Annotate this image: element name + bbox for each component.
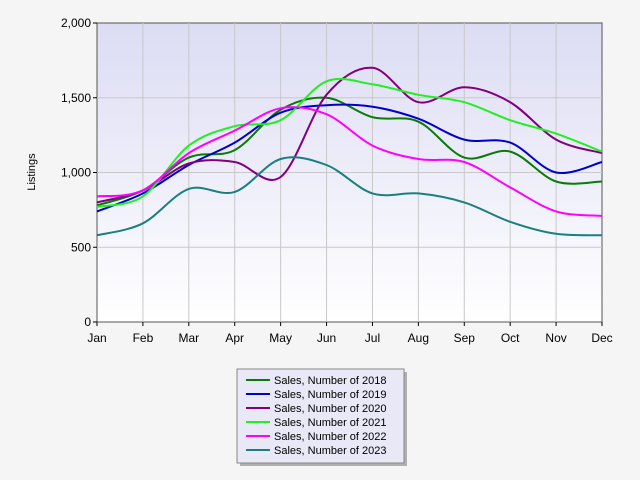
series-line-2021 xyxy=(96,77,603,208)
y-tick-label: 1,000 xyxy=(61,166,91,180)
y-tick-label: 1,500 xyxy=(61,91,91,105)
x-tick-label: Dec xyxy=(591,331,612,345)
legend-label: Sales, Number of 2018 xyxy=(274,375,387,387)
legend: Sales, Number of 2018 Sales, Number of 20… xyxy=(236,368,407,466)
x-tick-label: Aug xyxy=(408,331,429,345)
legend-label: Sales, Number of 2019 xyxy=(274,389,387,401)
x-axis-ticks: Jan Feb Mar Apr May Jun Jul Aug Sep Oct Nov Dec xyxy=(87,322,613,345)
x-tick-label: Sep xyxy=(454,331,476,345)
legend-label: Sales, Number of 2020 xyxy=(274,403,387,415)
x-tick-label: Nov xyxy=(545,331,566,345)
x-tick-label: Oct xyxy=(501,331,520,345)
y-axis-title: Listings xyxy=(26,153,38,191)
series-line-2018 xyxy=(96,96,603,207)
series-line-2019 xyxy=(96,103,603,213)
legend-label: Sales, Number of 2021 xyxy=(274,417,387,429)
x-tick-label: Jul xyxy=(365,331,380,345)
x-tick-label: Apr xyxy=(225,331,244,345)
legend-label: Sales, Number of 2023 xyxy=(274,445,387,457)
series-line-2022 xyxy=(96,106,603,217)
legend-box xyxy=(236,368,405,464)
x-tick-label: Mar xyxy=(178,331,199,345)
x-tick-label: Jun xyxy=(317,331,336,345)
series-lines xyxy=(96,66,603,237)
legend-label: Sales, Number of 2022 xyxy=(274,431,387,443)
series-line-2020 xyxy=(96,66,603,204)
series-line-2023 xyxy=(96,156,603,237)
y-tick-label: 2,000 xyxy=(61,16,91,30)
y-tick-label: 0 xyxy=(84,315,91,329)
x-tick-label: May xyxy=(269,331,292,345)
y-axis-ticks: 0 500 1,000 1,500 2,000 xyxy=(61,16,97,329)
y-tick-label: 500 xyxy=(71,240,91,254)
x-tick-label: Jan xyxy=(87,331,106,345)
x-tick-label: Feb xyxy=(133,331,154,345)
